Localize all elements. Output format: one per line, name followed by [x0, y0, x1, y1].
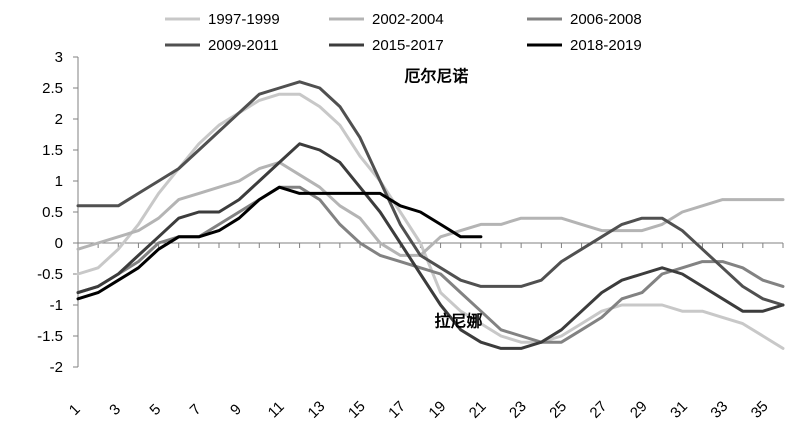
x-tick-label: 5: [146, 401, 164, 419]
series-line-2018-2019: [76, 185, 483, 301]
x-tick-label: 27: [587, 398, 611, 422]
annotation-label: 拉尼娜: [435, 312, 483, 331]
legend-label-2009-2011: 2009-2011: [208, 37, 279, 54]
legend-label-1997-1999: 1997-1999: [208, 11, 280, 28]
x-tick-label: 9: [227, 401, 245, 419]
y-tick-label: 1: [55, 173, 63, 190]
x-tick-label: 25: [546, 398, 570, 422]
y-tick-label: -0.5: [37, 266, 63, 283]
series-lines: [76, 80, 785, 350]
x-tick-label: 7: [187, 401, 205, 419]
x-tick-label: 33: [707, 398, 731, 422]
x-tick-label: 21: [466, 398, 490, 422]
y-tick-label: 1.5: [42, 142, 63, 159]
series-line-2002-2004: [76, 160, 785, 257]
x-tick-label: 23: [506, 398, 530, 422]
y-tick-label: 0.5: [42, 204, 63, 221]
x-tick-label: 29: [627, 398, 651, 422]
y-axis: 3 2.5 2 1.5 1 0.5 0 -0.5 -1 -1.5 -2: [37, 49, 79, 376]
series-line-2015-2017: [76, 142, 785, 350]
legend-label-2018-2019: 2018-2019: [570, 37, 642, 54]
y-tick-label: 3: [55, 49, 63, 66]
x-tick-label: 3: [106, 401, 124, 419]
x-tick-label: 19: [425, 398, 449, 422]
y-tick-label: -1.5: [37, 328, 63, 345]
series-line-2009-2011: [76, 80, 785, 307]
x-tick-label: 35: [748, 398, 772, 422]
y-tick-label: -1: [50, 297, 63, 314]
x-tick-label: 17: [385, 398, 409, 422]
x-tick-label: 15: [345, 398, 369, 422]
x-tick-label: 11: [265, 398, 288, 421]
legend-label-2015-2017: 2015-2017: [372, 37, 444, 54]
y-tick-label: 2.5: [42, 80, 63, 97]
chart-legend: 1997-1999 2002-2004 2006-2008 2009-2011 2015…: [165, 11, 642, 54]
legend-label-2002-2004: 2002-2004: [372, 11, 444, 28]
x-tick-label: 1: [66, 401, 84, 419]
x-tick-label: 13: [305, 398, 329, 422]
y-tick-label: 2: [55, 111, 63, 128]
y-tick-label: -2: [50, 359, 63, 376]
series-line-1997-1999: [76, 92, 785, 350]
x-tick-label: 31: [667, 398, 691, 422]
annotation-label: 厄尔尼诺: [404, 67, 468, 86]
legend-label-2006-2008: 2006-2008: [570, 11, 642, 28]
y-tick-label: 0: [55, 235, 63, 252]
